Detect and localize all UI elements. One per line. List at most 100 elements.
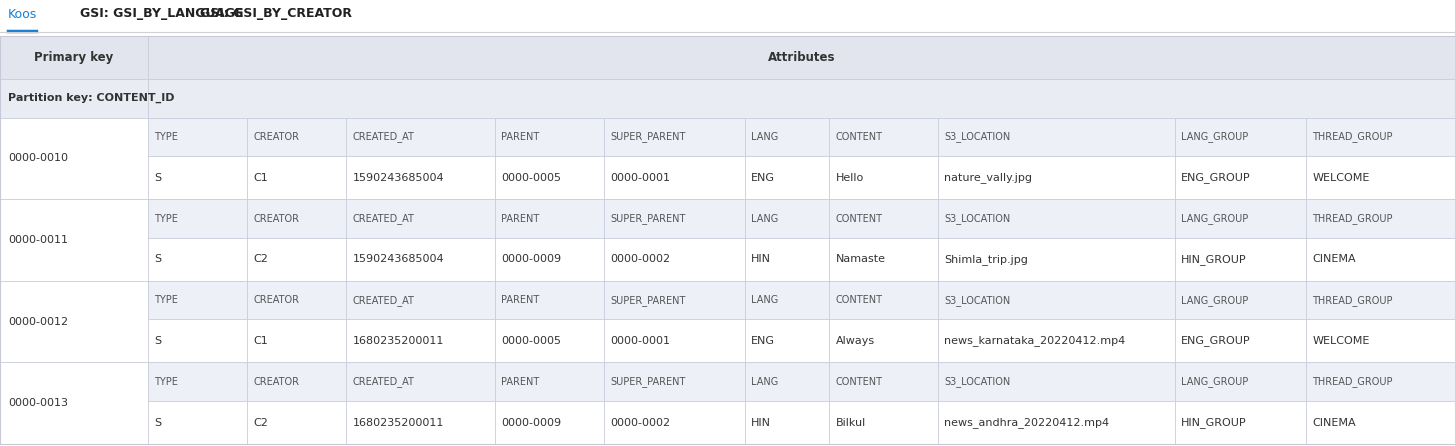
Bar [247, 118, 346, 156]
Bar [148, 319, 247, 363]
Bar [604, 319, 745, 363]
Text: ENG: ENG [751, 173, 774, 183]
Text: CINEMA: CINEMA [1312, 254, 1356, 264]
Bar [745, 238, 829, 281]
Bar [1176, 118, 1307, 156]
Text: Primary key: Primary key [35, 51, 113, 64]
Bar [148, 36, 1455, 79]
Bar [745, 156, 829, 199]
Text: 0000-0002: 0000-0002 [610, 417, 671, 428]
Text: news_karnataka_20220412.mp4: news_karnataka_20220412.mp4 [944, 335, 1126, 347]
Bar [148, 79, 1455, 118]
Bar [1307, 118, 1455, 156]
Text: news_andhra_20220412.mp4: news_andhra_20220412.mp4 [944, 417, 1109, 428]
Bar [829, 401, 938, 444]
Bar [346, 319, 495, 363]
Bar [829, 238, 938, 281]
Text: S: S [154, 417, 162, 428]
Bar [0, 79, 148, 118]
Bar [829, 156, 938, 199]
Text: 0000-0005: 0000-0005 [501, 173, 562, 183]
Text: C1: C1 [253, 336, 268, 346]
Bar [604, 118, 745, 156]
Bar [745, 401, 829, 444]
Text: 0000-0001: 0000-0001 [610, 336, 669, 346]
Bar [247, 281, 346, 319]
Text: Hello: Hello [835, 173, 864, 183]
Text: GSI: GSI_BY_CREATOR: GSI: GSI_BY_CREATOR [199, 8, 352, 21]
Bar [247, 156, 346, 199]
Text: CREATOR: CREATOR [253, 295, 300, 305]
Bar [938, 281, 1176, 319]
Bar [148, 118, 247, 156]
Text: THREAD_GROUP: THREAD_GROUP [1312, 295, 1392, 306]
Text: C2: C2 [253, 417, 268, 428]
Text: CREATED_AT: CREATED_AT [352, 132, 415, 142]
Bar [745, 319, 829, 363]
Text: CONTENT: CONTENT [835, 214, 883, 223]
Bar [938, 199, 1176, 238]
Text: SUPER_PARENT: SUPER_PARENT [610, 132, 685, 142]
Text: LANG: LANG [751, 214, 778, 223]
Bar [1307, 281, 1455, 319]
Bar [745, 118, 829, 156]
Bar [0, 363, 148, 444]
Text: SUPER_PARENT: SUPER_PARENT [610, 295, 685, 306]
Text: LANG_GROUP: LANG_GROUP [1181, 295, 1248, 306]
Text: S: S [154, 173, 162, 183]
Bar [745, 199, 829, 238]
Bar [1176, 319, 1307, 363]
Text: PARENT: PARENT [501, 214, 540, 223]
Bar [829, 281, 938, 319]
Text: TYPE: TYPE [154, 132, 178, 142]
Text: CONTENT: CONTENT [835, 295, 883, 305]
Text: TYPE: TYPE [154, 295, 178, 305]
Bar [495, 118, 604, 156]
Text: HIN_GROUP: HIN_GROUP [1181, 417, 1247, 428]
Text: PARENT: PARENT [501, 377, 540, 387]
Bar [0, 118, 148, 199]
Bar [604, 363, 745, 401]
Text: HIN_GROUP: HIN_GROUP [1181, 254, 1247, 265]
Bar [1176, 281, 1307, 319]
Bar [1307, 363, 1455, 401]
Bar [745, 363, 829, 401]
Text: 0000-0011: 0000-0011 [7, 235, 68, 245]
Bar [495, 401, 604, 444]
Bar [495, 238, 604, 281]
Bar [148, 238, 247, 281]
Text: S: S [154, 336, 162, 346]
Bar [1176, 156, 1307, 199]
Bar [604, 156, 745, 199]
Text: nature_vally.jpg: nature_vally.jpg [944, 172, 1032, 183]
Text: SUPER_PARENT: SUPER_PARENT [610, 376, 685, 387]
Bar [1307, 238, 1455, 281]
Text: CONTENT: CONTENT [835, 132, 883, 142]
Text: THREAD_GROUP: THREAD_GROUP [1312, 213, 1392, 224]
Text: 1590243685004: 1590243685004 [352, 254, 444, 264]
Bar [1307, 156, 1455, 199]
Text: LANG_GROUP: LANG_GROUP [1181, 213, 1248, 224]
Bar [1307, 199, 1455, 238]
Text: PARENT: PARENT [501, 295, 540, 305]
Text: WELCOME: WELCOME [1312, 336, 1369, 346]
Text: 0000-0009: 0000-0009 [501, 417, 562, 428]
Bar [1176, 401, 1307, 444]
Text: CREATOR: CREATOR [253, 214, 300, 223]
Bar [829, 319, 938, 363]
Text: CREATED_AT: CREATED_AT [352, 213, 415, 224]
Bar [148, 281, 247, 319]
Text: THREAD_GROUP: THREAD_GROUP [1312, 132, 1392, 142]
Text: CREATED_AT: CREATED_AT [352, 295, 415, 306]
Text: S3_LOCATION: S3_LOCATION [944, 376, 1011, 387]
Text: S3_LOCATION: S3_LOCATION [944, 132, 1011, 142]
Bar [604, 238, 745, 281]
Text: Always: Always [835, 336, 874, 346]
Text: LANG: LANG [751, 132, 778, 142]
Bar [604, 401, 745, 444]
Bar [1176, 363, 1307, 401]
Bar [0, 281, 148, 363]
Text: TYPE: TYPE [154, 377, 178, 387]
Text: 0000-0012: 0000-0012 [7, 317, 68, 326]
Bar [0, 36, 148, 79]
